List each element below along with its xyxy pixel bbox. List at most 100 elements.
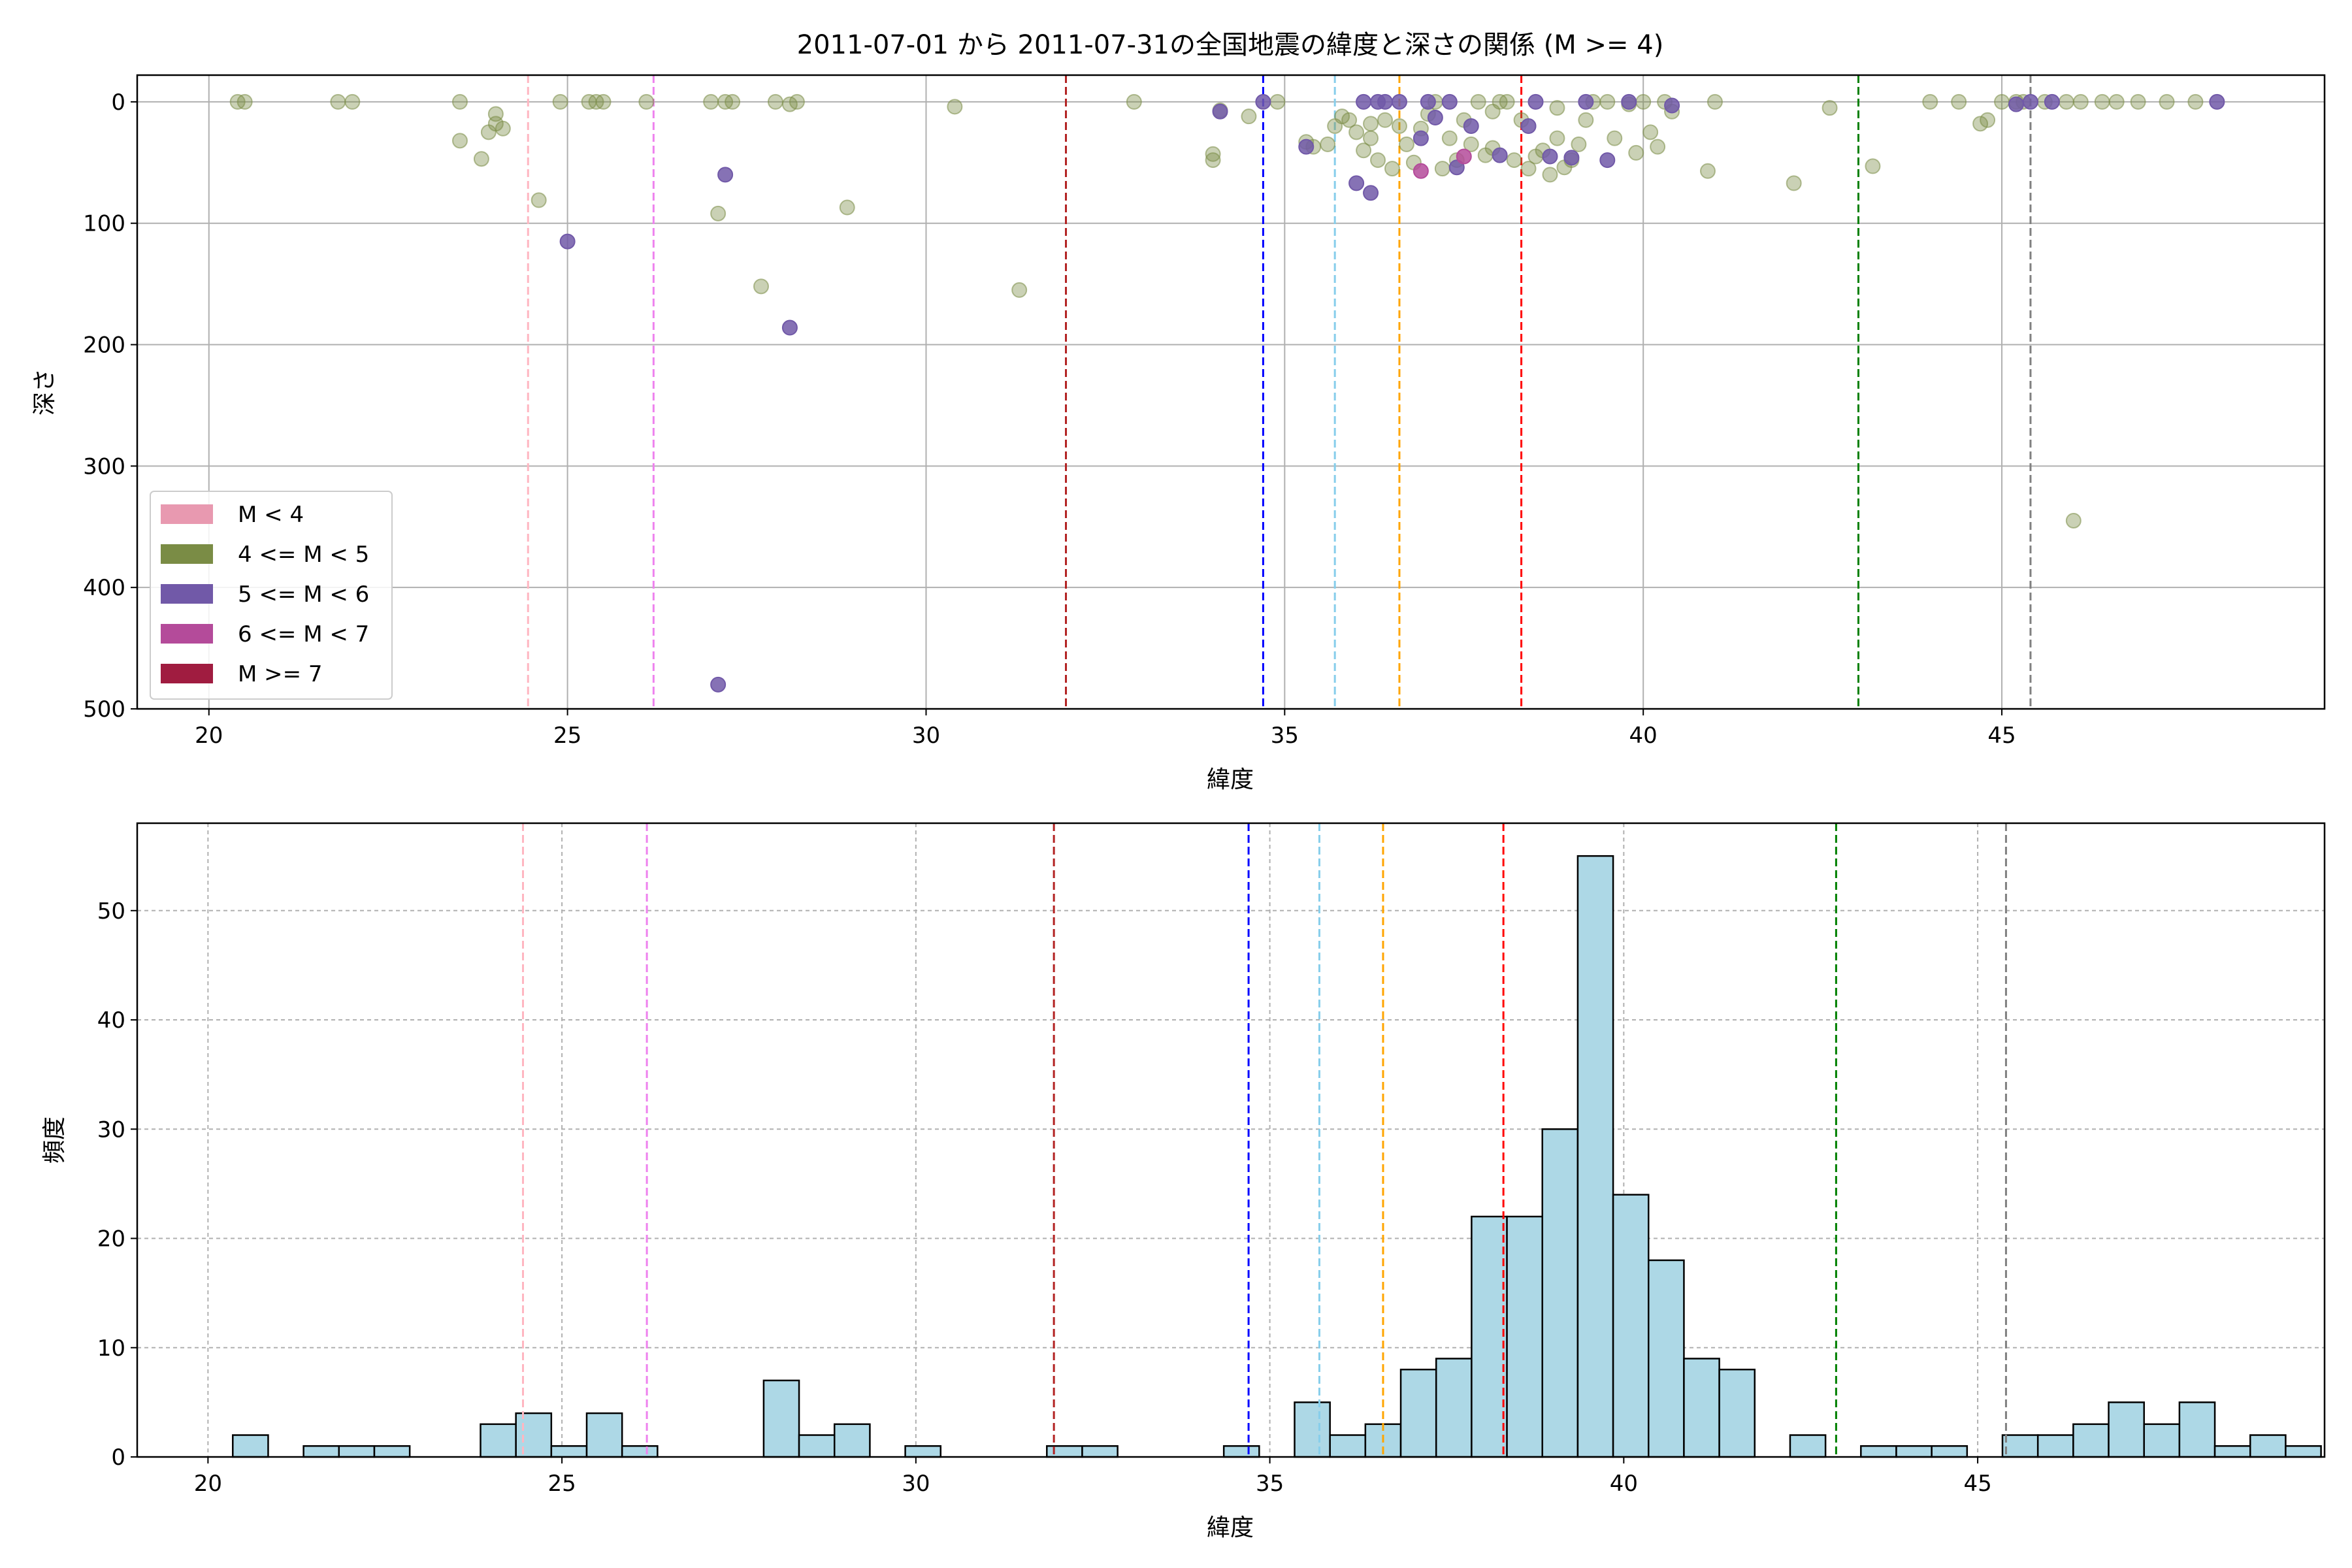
- legend-label: 6 <= M < 7: [238, 621, 369, 647]
- legend-swatch: [161, 624, 213, 644]
- scatter-point: [1707, 93, 1723, 110]
- scatter-point: [531, 192, 547, 208]
- histogram-y-tick-label: 20: [97, 1226, 125, 1252]
- scatter-point: [1434, 161, 1450, 177]
- scatter-x-tick-label: 45: [1987, 723, 2016, 749]
- scatter-point: [1922, 93, 1938, 110]
- scatter-point: [487, 106, 504, 122]
- scatter-y-tick-label: 300: [83, 453, 125, 480]
- scatter-point: [1578, 112, 1594, 128]
- histogram-bar: [585, 1412, 623, 1458]
- scatter-point: [839, 199, 855, 216]
- histogram-bar: [1895, 1445, 1933, 1458]
- scatter-point: [1499, 93, 1515, 110]
- scatter-point: [1549, 100, 1565, 116]
- histogram-bar: [1081, 1445, 1119, 1458]
- scatter-point: [1320, 136, 1336, 152]
- histogram-bar: [621, 1445, 659, 1458]
- scatter-frame: [136, 74, 2326, 710]
- scatter-point: [1356, 142, 1372, 159]
- histogram-bar: [1931, 1445, 1968, 1458]
- legend-swatch: [161, 544, 213, 564]
- histogram-bar: [373, 1445, 411, 1458]
- histogram-bar: [2213, 1445, 2251, 1458]
- scatter-point: [1650, 139, 1666, 155]
- histogram-y-tick-label: 0: [111, 1445, 125, 1471]
- histogram-bar: [1399, 1368, 1437, 1458]
- scatter-point: [1699, 163, 1716, 179]
- scatter-point: [473, 151, 489, 167]
- scatter-point: [2187, 93, 2204, 110]
- histogram-bar: [833, 1423, 871, 1458]
- histogram-y-tick-label: 50: [97, 898, 125, 924]
- scatter-point: [1348, 175, 1365, 191]
- scatter-point: [2159, 93, 2175, 110]
- histogram-bar: [2285, 1445, 2322, 1458]
- histogram-x-axis-label: 緯度: [1207, 1514, 1254, 1541]
- scatter-point: [595, 93, 612, 110]
- scatter-point: [1205, 152, 1221, 169]
- scatter-point: [1607, 130, 1623, 146]
- scatter-axes: 20 25 30 35 40 45 0 100 200 300 400 500 緯度 深さ M < …: [31, 74, 2326, 793]
- scatter-x-tick-label: 25: [553, 723, 581, 749]
- scatter-y-tick-label: 400: [83, 575, 125, 601]
- scatter-point: [1398, 136, 1414, 152]
- scatter-title: 2011-07-01 から 2011-07-31の全国地震の緯度と深さの関係 (…: [797, 30, 1664, 60]
- scatter-point: [1441, 93, 1458, 110]
- histogram-y-tick-label: 10: [97, 1335, 125, 1362]
- scatter-point: [1441, 130, 1458, 146]
- scatter-point: [1621, 93, 1637, 110]
- scatter-point: [2130, 93, 2146, 110]
- scatter-point: [2008, 96, 2024, 112]
- scatter-point: [789, 93, 805, 110]
- histogram-bar: [798, 1434, 836, 1458]
- histogram-bar: [515, 1412, 553, 1458]
- scatter-point: [638, 93, 655, 110]
- histogram-frame: [136, 822, 2326, 1458]
- histogram-bar: [2072, 1423, 2110, 1458]
- scatter-point: [1212, 103, 1228, 120]
- histogram-bar: [550, 1445, 588, 1458]
- legend-label: M >= 7: [238, 661, 323, 687]
- scatter-point: [1413, 130, 1429, 146]
- scatter-point: [1463, 136, 1479, 152]
- scatter-x-ticks: 20 25 30 35 40 45: [195, 709, 2016, 749]
- scatter-point: [2058, 93, 2074, 110]
- scatter-point: [1506, 152, 1522, 169]
- legend-swatch: [161, 664, 213, 683]
- scatter-point: [1298, 139, 1315, 155]
- histogram-bar: [1718, 1368, 1756, 1458]
- scatter-point: [1664, 97, 1680, 114]
- scatter-y-tick-label: 500: [83, 696, 125, 723]
- scatter-point: [1370, 93, 1386, 110]
- scatter-point: [1520, 118, 1537, 135]
- scatter-point: [495, 120, 511, 137]
- scatter-point: [1126, 93, 1142, 110]
- histogram-x-tick-label: 45: [1963, 1471, 1991, 1497]
- scatter-point: [710, 676, 727, 693]
- legend-label: 5 <= M < 6: [238, 581, 369, 608]
- scatter-point: [1520, 161, 1537, 177]
- scatter-point: [1642, 124, 1659, 140]
- scatter-points: [229, 93, 2225, 693]
- scatter-point: [2022, 93, 2038, 110]
- scatter-point: [1542, 167, 1558, 183]
- scatter-point: [703, 93, 719, 110]
- scatter-point: [1542, 148, 1558, 165]
- legend-box: [150, 491, 393, 700]
- scatter-point: [1492, 147, 1508, 163]
- scatter-point: [1269, 93, 1286, 110]
- scatter-point: [1348, 124, 1365, 140]
- scatter-x-tick-label: 20: [195, 723, 223, 749]
- histogram-bar: [1471, 1215, 1508, 1458]
- scatter-point: [2094, 93, 2110, 110]
- histogram-bar: [1435, 1358, 1473, 1458]
- histogram-x-tick-label: 30: [902, 1471, 930, 1497]
- scatter-point: [1384, 161, 1400, 177]
- scatter-point: [1363, 116, 1379, 132]
- scatter-point: [710, 205, 727, 221]
- legend-label: 4 <= M < 5: [238, 542, 369, 568]
- scatter-point: [2072, 93, 2089, 110]
- scatter-point: [1456, 148, 1472, 165]
